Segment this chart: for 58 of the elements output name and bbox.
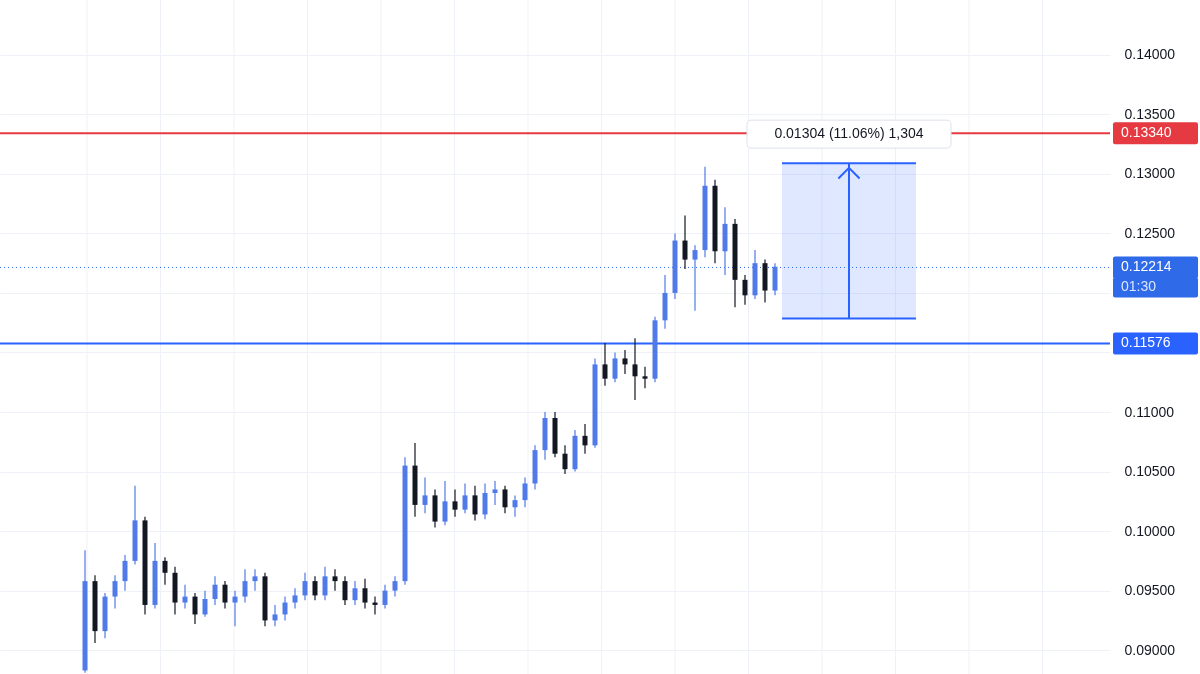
candlestick — [162, 556, 168, 586]
candlestick — [422, 476, 428, 514]
candlestick — [462, 482, 468, 514]
candlestick — [382, 584, 388, 610]
candlestick — [352, 580, 358, 606]
candlestick — [692, 244, 698, 312]
candlestick — [682, 214, 688, 270]
candlestick — [442, 480, 448, 526]
candlestick — [452, 488, 458, 518]
y-tick-label: 0.09500 — [1124, 582, 1176, 599]
text: 01:30 — [1121, 278, 1157, 295]
candlestick — [182, 584, 188, 610]
candlestick — [522, 476, 528, 508]
ref-line-label: 0.11576 — [1121, 334, 1171, 351]
candlestick — [252, 568, 258, 592]
candlestick — [322, 566, 328, 601]
y-tick-label: 0.14000 — [1124, 46, 1176, 63]
candlestick — [312, 575, 318, 601]
candlestick — [202, 590, 208, 618]
candlestick — [222, 580, 228, 610]
candlestick — [582, 423, 588, 455]
y-tick-label: 0.12500 — [1124, 224, 1176, 241]
candlestick — [482, 482, 488, 520]
candlestick — [632, 337, 638, 401]
candlestick — [342, 575, 348, 606]
candlestick — [642, 366, 648, 389]
candlestick — [392, 575, 398, 598]
candlestick — [602, 342, 608, 387]
candlestick — [622, 349, 628, 375]
y-tick-label: 0.13000 — [1124, 165, 1176, 182]
candlestick — [612, 351, 618, 383]
candlestick — [192, 592, 198, 625]
candlestick — [232, 590, 238, 627]
candlestick — [512, 494, 518, 518]
y-tick-label: 0.09000 — [1124, 641, 1176, 658]
y-tick-label: 0.10000 — [1124, 522, 1176, 539]
candlestick — [302, 572, 308, 601]
candlestick — [492, 480, 498, 506]
band-label: 0.01304 (11.06%) 1,304 — [774, 125, 924, 142]
candlestick — [292, 587, 298, 610]
candlestick — [742, 274, 748, 306]
y-tick-label: 0.13500 — [1124, 105, 1176, 122]
candlestick — [272, 604, 278, 627]
candlestick — [362, 578, 368, 610]
candlestick — [772, 262, 778, 296]
candlestick — [112, 574, 118, 610]
candlestick — [282, 596, 288, 622]
candlestick — [332, 568, 338, 592]
candlestick — [472, 485, 478, 521]
candlestick — [212, 575, 218, 606]
candlestick — [502, 485, 508, 514]
y-tick-label: 0.11000 — [1124, 403, 1175, 420]
ref-line-label: 0.12214 — [1121, 258, 1172, 275]
candlestick — [562, 444, 568, 475]
y-tick-label: 0.10500 — [1124, 463, 1176, 480]
candlestick — [242, 568, 248, 604]
candlestick — [122, 554, 128, 592]
ref-line-label: 0.13340 — [1121, 124, 1172, 141]
